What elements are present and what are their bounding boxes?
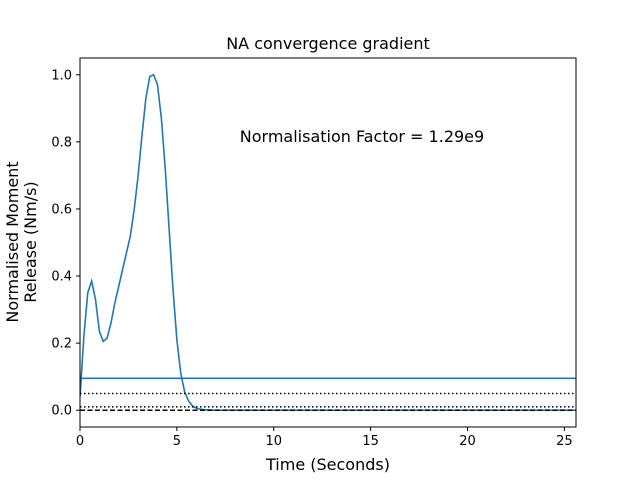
- plot-area: [80, 73, 576, 412]
- x-tick-label: 15: [362, 434, 379, 449]
- y-tick-label: 0.8: [51, 135, 72, 150]
- x-tick-label: 25: [556, 434, 573, 449]
- y-axis-label-line-2: Release (Nm/s): [21, 181, 40, 302]
- x-tick-label: 20: [459, 434, 476, 449]
- y-tick-label: 0.6: [51, 202, 72, 217]
- chart-title: NA convergence gradient: [226, 34, 430, 53]
- series-line-0: [80, 73, 576, 412]
- y-axis-label-line-1: Normalised Moment: [3, 161, 22, 322]
- y-tick-label: 0.4: [51, 270, 72, 285]
- series-layer: [80, 73, 576, 412]
- x-tick-label: 0: [76, 434, 84, 449]
- y-tick-label: 0.2: [51, 337, 72, 352]
- y-axis-ticks: 0.0 0.2 0.4 0.6 0.8 1.0: [51, 68, 80, 419]
- normalisation-annotation: Normalisation Factor = 1.29e9: [240, 127, 484, 146]
- x-axis-label: Time (Seconds): [265, 455, 390, 474]
- x-tick-label: 10: [265, 434, 282, 449]
- y-tick-label: 1.0: [51, 68, 72, 83]
- x-tick-label: 5: [173, 434, 181, 449]
- plot-frame: [79, 57, 577, 428]
- y-axis-label: Normalised Moment Release (Nm/s): [3, 161, 40, 322]
- x-axis-ticks: 0 5 10 15 20 25: [76, 427, 573, 449]
- y-tick-label: 0.0: [51, 404, 72, 419]
